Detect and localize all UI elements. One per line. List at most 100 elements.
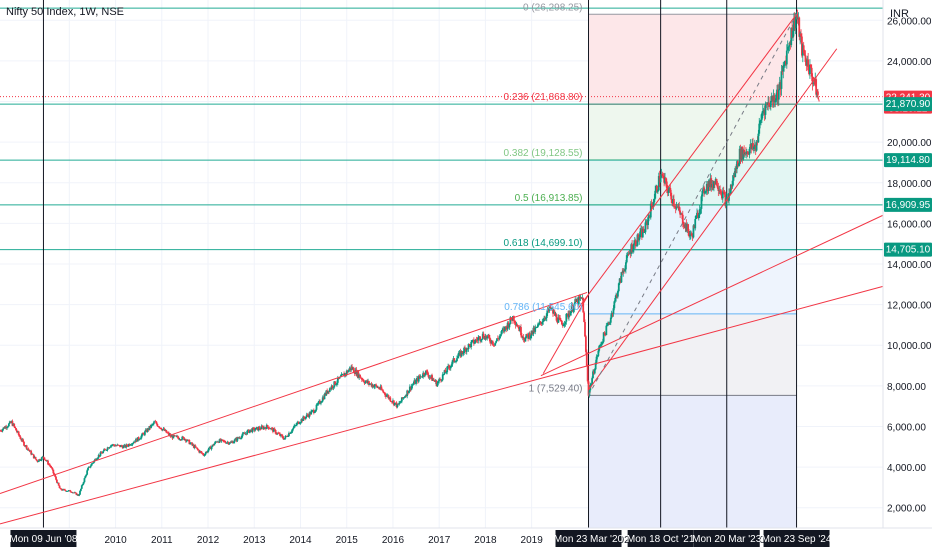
candle-body — [384, 392, 386, 395]
candle-body — [196, 447, 199, 450]
candle-body — [464, 347, 466, 349]
fib-level-label: 1 (7,529.40) — [529, 383, 583, 394]
candle-body — [463, 347, 465, 354]
level-badge — [884, 97, 932, 112]
candle-body — [59, 488, 62, 489]
candle-body — [608, 322, 611, 324]
candle-body — [600, 344, 602, 346]
candle-body — [557, 317, 560, 323]
candle-body — [467, 344, 470, 350]
candle-body — [475, 339, 478, 341]
candle-body — [455, 361, 457, 363]
candle-body — [152, 424, 154, 425]
candle-body — [585, 351, 588, 366]
candle-body — [542, 321, 545, 322]
horizontal-levels[interactable] — [0, 7, 883, 251]
candle-body — [295, 425, 297, 426]
date-badge — [627, 530, 694, 547]
candle-body — [477, 337, 480, 341]
candle-body — [313, 411, 316, 413]
candle-body — [175, 435, 177, 437]
date-badge-text: Mon 23 Sep '24 — [762, 534, 832, 545]
candle-body — [445, 372, 448, 374]
candle-body — [23, 441, 25, 446]
candle-body — [659, 177, 662, 183]
candle-body — [323, 393, 326, 400]
candle-body — [552, 308, 554, 314]
candle-body — [302, 416, 305, 421]
candle-body — [45, 460, 48, 461]
candle-body — [222, 439, 225, 441]
candle-body — [678, 206, 681, 211]
candle-body — [284, 436, 287, 439]
candle-body — [266, 425, 269, 427]
candle-body — [809, 64, 812, 68]
candle-body — [122, 445, 125, 449]
candle-body — [42, 456, 45, 458]
candle-body — [100, 452, 103, 454]
candle-body — [246, 431, 249, 435]
time-axis[interactable]: 9201020112012201320142015201620172018201… — [0, 527, 932, 550]
price-tick-label: 16,000.00 — [887, 219, 932, 230]
candle-body — [603, 332, 606, 334]
candle-body — [112, 444, 115, 446]
candle-body — [543, 318, 545, 322]
vertical-markers[interactable] — [42, 0, 798, 528]
candle-body — [341, 374, 344, 376]
candle-body — [742, 149, 745, 160]
fibonacci-zones — [588, 14, 797, 528]
candle-body — [141, 433, 144, 436]
level-badge — [884, 197, 932, 212]
candle-body — [572, 309, 575, 312]
candle-body — [22, 439, 25, 442]
candle-body — [470, 341, 473, 347]
candle-body — [591, 378, 594, 384]
candle-body — [479, 336, 481, 341]
candle-body — [277, 432, 280, 434]
candle-body — [57, 482, 60, 486]
candle-body — [274, 429, 277, 434]
candle-body — [449, 366, 452, 369]
candle-body — [681, 214, 684, 225]
candle-body — [695, 215, 698, 220]
candle-body — [544, 317, 547, 319]
candle-body — [39, 459, 41, 461]
candle-body — [201, 453, 204, 455]
candle-body — [208, 447, 210, 451]
candle-body — [748, 148, 751, 155]
candle-body — [11, 421, 14, 426]
fib-level-label: 0.786 (11,545.60) — [504, 302, 582, 313]
candle-body — [546, 309, 549, 314]
year-tick-label: 2014 — [289, 535, 312, 546]
candle-body — [293, 425, 296, 428]
candle-body — [197, 449, 200, 451]
candle-body — [336, 382, 338, 385]
candle-body — [81, 484, 84, 486]
candle-body — [310, 411, 313, 415]
candle-body — [40, 457, 43, 461]
candle-body — [592, 371, 594, 379]
candle-body — [757, 133, 760, 143]
candle-body — [58, 485, 61, 489]
candle-body — [263, 427, 265, 430]
candle-body — [673, 205, 676, 207]
price-axis[interactable]: 2,000.00 4,000.00 6,000.00 8,000.00 10,000.0… — [882, 0, 932, 550]
candle-body — [392, 400, 395, 405]
price-tick-label: 8,000.00 — [887, 382, 926, 393]
candle-body — [393, 402, 396, 405]
trend-lines[interactable] — [0, 13, 884, 525]
candle-body — [255, 427, 257, 430]
candle-body — [180, 439, 183, 441]
candle-body — [251, 427, 254, 432]
candle-body — [403, 397, 406, 398]
candle-body — [321, 397, 324, 402]
candle-body — [717, 187, 720, 191]
candle-body — [299, 422, 302, 424]
candle-body — [87, 467, 89, 471]
candle-body — [501, 330, 504, 332]
candle-body — [400, 401, 402, 403]
candle-body — [549, 305, 552, 309]
candle-body — [609, 317, 612, 323]
candle-body — [758, 123, 761, 134]
